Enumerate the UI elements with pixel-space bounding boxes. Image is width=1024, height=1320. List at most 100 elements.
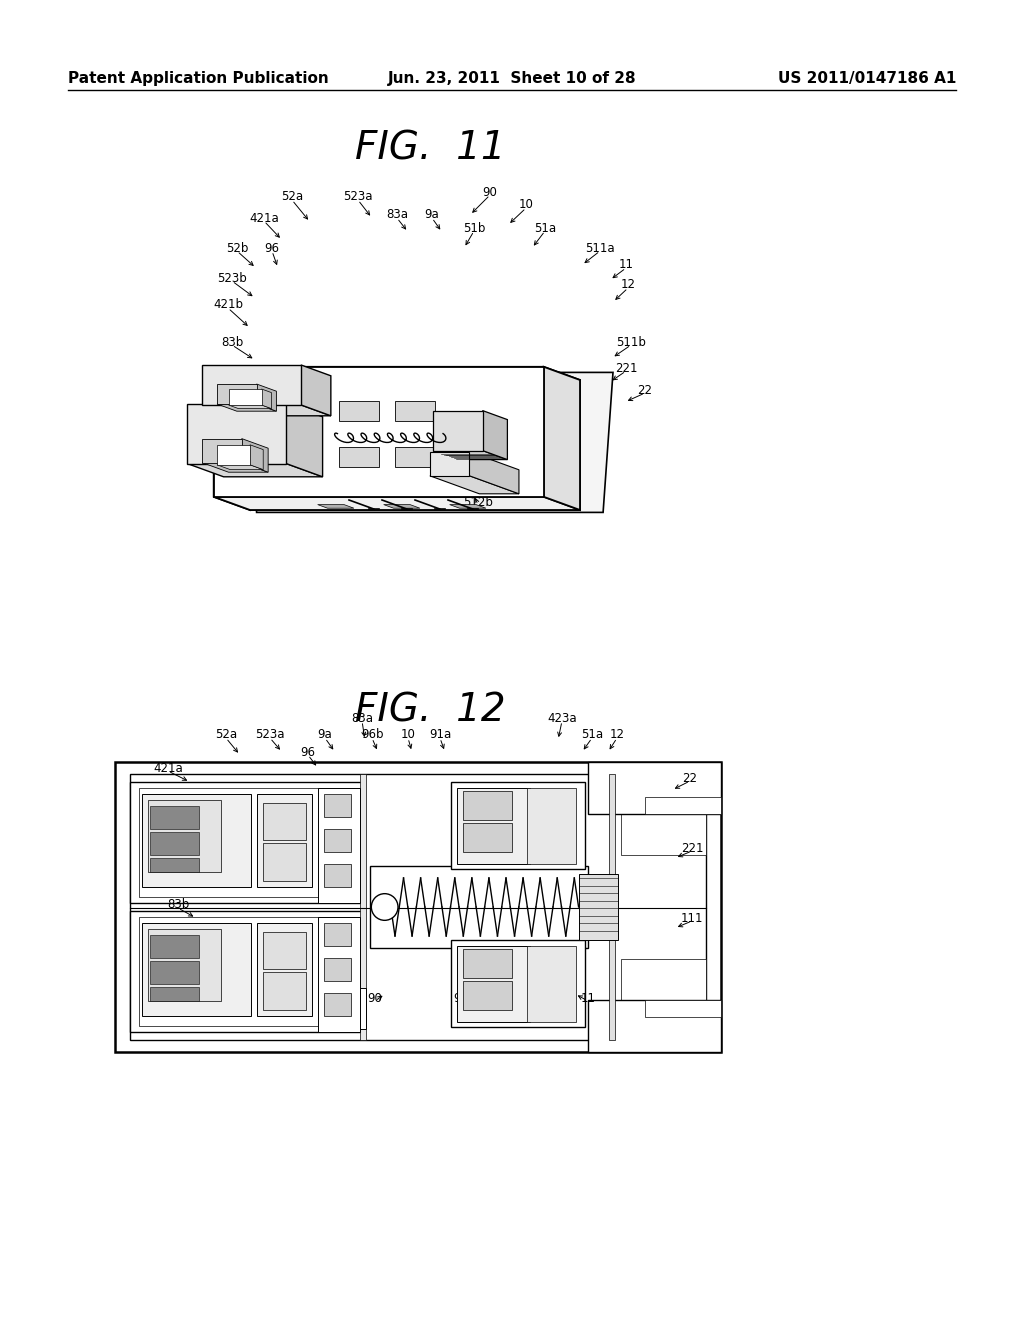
Polygon shape (261, 389, 271, 409)
Text: 9b: 9b (314, 991, 330, 1005)
Text: 52b: 52b (223, 991, 245, 1005)
Polygon shape (247, 372, 613, 512)
Text: 421b: 421b (147, 961, 177, 974)
Text: 425b: 425b (383, 458, 413, 471)
Text: 51a: 51a (581, 729, 603, 742)
Polygon shape (214, 367, 544, 496)
Bar (645, 999, 721, 1018)
Bar (130, 911, 364, 1032)
Bar (130, 783, 364, 903)
Polygon shape (287, 404, 323, 477)
Polygon shape (214, 367, 580, 380)
Bar (464, 981, 512, 1010)
Text: 51b: 51b (528, 991, 551, 1005)
Polygon shape (217, 465, 263, 470)
Text: 523a: 523a (343, 190, 373, 203)
Text: US 2011/0147186 A1: US 2011/0147186 A1 (777, 70, 956, 86)
Polygon shape (430, 451, 469, 475)
Text: 96: 96 (300, 746, 315, 759)
Text: FIG.  11: FIG. 11 (354, 129, 505, 168)
Text: 524b: 524b (231, 454, 261, 466)
Polygon shape (395, 446, 435, 467)
Polygon shape (187, 404, 287, 463)
Bar (360, 774, 367, 1040)
Polygon shape (202, 462, 268, 473)
Text: 9b: 9b (243, 438, 257, 451)
Text: Patent Application Publication: Patent Application Publication (68, 70, 329, 86)
Polygon shape (214, 496, 580, 510)
Text: 11: 11 (581, 991, 596, 1005)
Bar (139, 917, 354, 1026)
Bar (452, 783, 585, 870)
Bar (263, 973, 306, 1010)
Text: 52b: 52b (226, 242, 248, 255)
Text: 12: 12 (621, 279, 636, 292)
Bar (609, 774, 615, 1040)
Text: 83b: 83b (167, 899, 189, 912)
Bar (621, 960, 706, 999)
Bar (257, 923, 312, 1016)
Bar (464, 822, 512, 851)
Text: FIG.  12: FIG. 12 (354, 690, 505, 729)
Polygon shape (257, 384, 276, 412)
Text: 221: 221 (614, 362, 637, 375)
Text: 423a: 423a (547, 711, 577, 725)
Bar (324, 958, 351, 981)
Polygon shape (202, 366, 301, 405)
Polygon shape (430, 475, 519, 494)
Text: 52a: 52a (215, 729, 238, 742)
Bar (151, 961, 199, 983)
Bar (458, 788, 530, 863)
Bar (324, 923, 351, 946)
Bar (588, 762, 721, 814)
Polygon shape (469, 451, 519, 494)
Polygon shape (228, 405, 271, 409)
Bar (318, 788, 360, 903)
Bar (148, 929, 221, 1002)
Bar (324, 793, 351, 817)
Bar (148, 800, 221, 873)
Bar (324, 993, 351, 1016)
Polygon shape (217, 404, 276, 412)
Text: 512b: 512b (463, 495, 493, 508)
Bar (579, 874, 617, 940)
Text: 421a: 421a (249, 211, 279, 224)
Text: 51a: 51a (534, 222, 556, 235)
Text: Jun. 23, 2011  Sheet 10 of 28: Jun. 23, 2011 Sheet 10 of 28 (388, 70, 636, 86)
Polygon shape (317, 504, 354, 508)
Polygon shape (202, 438, 242, 462)
Polygon shape (187, 463, 323, 477)
Text: 83b: 83b (237, 1006, 259, 1019)
Text: 9a: 9a (317, 729, 333, 742)
Text: 10: 10 (518, 198, 534, 211)
Polygon shape (433, 450, 508, 459)
Text: 22: 22 (683, 771, 697, 784)
Bar (130, 774, 706, 1040)
Bar (142, 793, 251, 887)
Text: 511b: 511b (616, 335, 646, 348)
Text: 83a: 83a (386, 209, 408, 222)
Text: 421a: 421a (154, 762, 183, 775)
Text: 11: 11 (618, 259, 634, 272)
Text: 526b: 526b (373, 475, 402, 488)
Bar (151, 805, 199, 829)
Bar (263, 932, 306, 969)
Text: 91b: 91b (440, 458, 463, 471)
Circle shape (372, 894, 398, 920)
Text: 90: 90 (368, 991, 382, 1005)
Text: 96a: 96a (165, 875, 187, 888)
Polygon shape (217, 445, 250, 465)
Bar (151, 858, 199, 873)
Bar (330, 989, 367, 1028)
Bar (263, 843, 306, 880)
Text: 10: 10 (400, 729, 416, 742)
Text: 221: 221 (681, 842, 703, 854)
Bar (151, 987, 199, 1002)
Polygon shape (301, 366, 331, 416)
Polygon shape (433, 411, 482, 450)
Polygon shape (214, 367, 250, 510)
Text: 51b: 51b (463, 222, 485, 235)
Polygon shape (450, 504, 486, 508)
Bar (324, 863, 351, 887)
Text: 511a: 511a (585, 242, 614, 255)
